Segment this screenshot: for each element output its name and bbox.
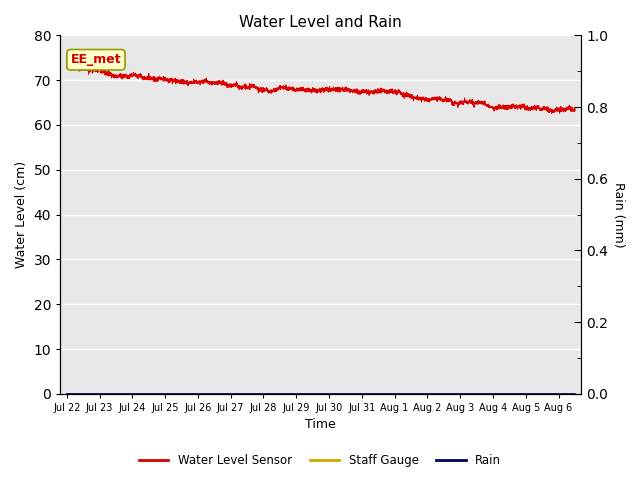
Line: Water Level Sensor: Water Level Sensor [67,63,575,113]
Water Level Sensor [222,82,230,87]
Rain [63,391,70,396]
Legend: Water Level Sensor, Staff Gauge, Rain: Water Level Sensor, Staff Gauge, Rain [134,449,506,472]
Title: Water Level and Rain: Water Level and Rain [239,15,402,30]
Rain [399,391,406,396]
Text: EE_met: EE_met [70,53,121,66]
Rain [221,391,229,396]
Water Level Sensor [524,104,531,109]
Y-axis label: Rain (mm): Rain (mm) [612,182,625,247]
Rain [571,391,579,396]
Rain [176,391,184,396]
Water Level Sensor [67,60,75,66]
Rain [524,391,531,396]
Water Level Sensor [392,87,399,93]
Water Level Sensor [571,108,579,113]
Rain [392,391,399,396]
Rain [557,391,564,396]
Water Level Sensor [557,104,564,109]
Water Level Sensor [399,94,406,99]
Water Level Sensor [548,110,556,116]
Water Level Sensor [176,81,184,86]
Y-axis label: Water Level (cm): Water Level (cm) [15,161,28,268]
X-axis label: Time: Time [305,419,336,432]
Water Level Sensor [63,65,70,71]
